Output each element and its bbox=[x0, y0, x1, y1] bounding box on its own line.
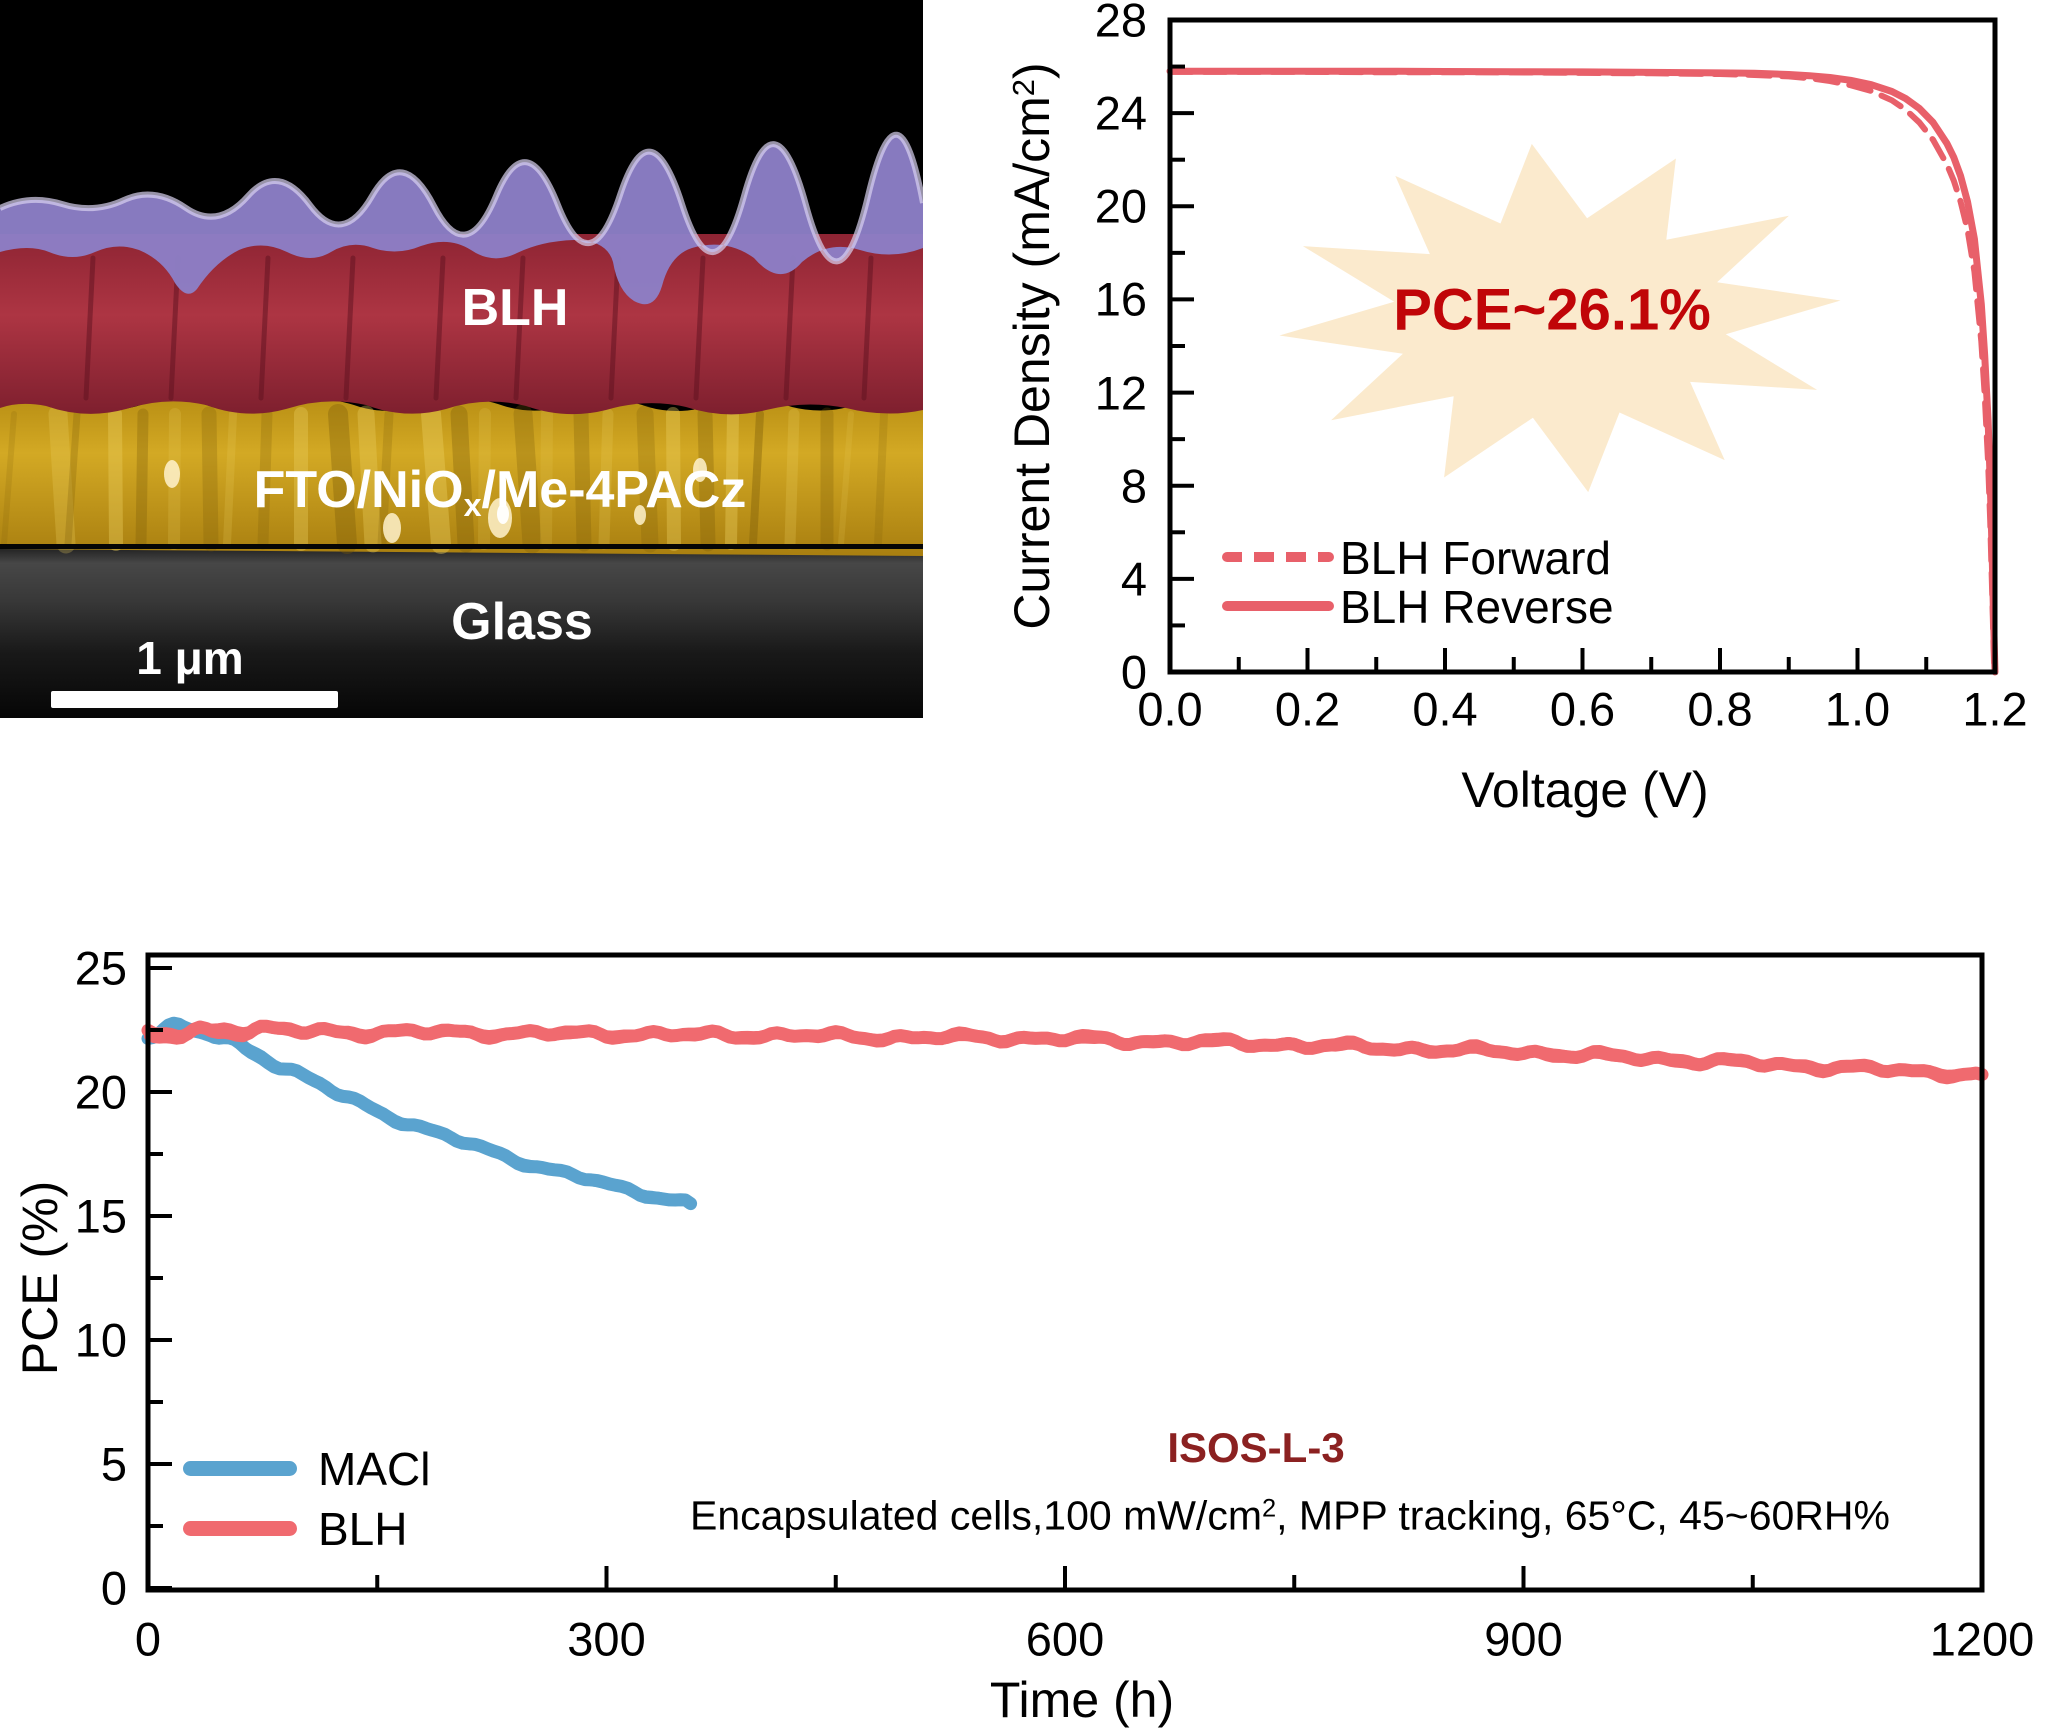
sem-label-blh: BLH bbox=[461, 279, 569, 337]
sem-label-stack: FTO/NiOx/Me-4PACz bbox=[253, 461, 747, 521]
sem-glass-divider bbox=[0, 544, 923, 549]
sem-glass-layer bbox=[0, 546, 923, 718]
tick-label: 900 bbox=[1484, 1612, 1563, 1666]
sem-label-glass: Glass bbox=[451, 593, 593, 651]
stack-subscript: x bbox=[463, 487, 482, 524]
pce-annotation: PCE~26.1% bbox=[1393, 277, 1711, 343]
tick-label: 0 bbox=[1120, 645, 1147, 699]
scale-bar bbox=[51, 691, 338, 708]
jv-legend-forward-label: BLH Forward bbox=[1340, 532, 1611, 584]
stability-legend-macl-label: MACl bbox=[318, 1443, 431, 1495]
tick-label: 12 bbox=[1094, 366, 1147, 420]
tick-label: 1.2 bbox=[1962, 682, 2028, 736]
stability-y-axis-title: PCE (%) bbox=[12, 1180, 68, 1376]
jv-legend-reverse-label: BLH Reverse bbox=[1340, 581, 1614, 633]
starburst-shape bbox=[1279, 143, 1841, 493]
tick-label: 24 bbox=[1094, 86, 1147, 140]
tick-label: 20 bbox=[74, 1065, 127, 1119]
sem-cross-section-image bbox=[0, 0, 923, 718]
tick-label: 1200 bbox=[1929, 1612, 2035, 1666]
stability-legend-macl-swatch bbox=[183, 1461, 297, 1476]
tick-label: 1.0 bbox=[1824, 682, 1891, 736]
tick-label: 8 bbox=[1120, 459, 1147, 513]
jv-legend-dashed-swatch bbox=[1222, 552, 1334, 562]
scale-bar-label: 1 μm bbox=[136, 632, 244, 684]
tick-label: 0.2 bbox=[1274, 682, 1341, 736]
conditions-annotation: Encapsulated cells,100 mW/cm2, MPP track… bbox=[690, 1492, 1890, 1539]
isos-annotation: ISOS-L-3 bbox=[1167, 1424, 1345, 1471]
tick-label: 0 bbox=[100, 1561, 127, 1615]
tick-label: 4 bbox=[1120, 552, 1147, 606]
sem-electrode-layer bbox=[0, 397, 923, 556]
sem-absorber-layer bbox=[0, 234, 923, 415]
stability-x-axis-title: Time (h) bbox=[989, 1672, 1175, 1728]
series-BLH Reverse bbox=[1166, 67, 1999, 676]
tick-label: 15 bbox=[74, 1189, 127, 1243]
tick-label: 20 bbox=[1094, 179, 1147, 233]
tick-label: 0.8 bbox=[1687, 682, 1753, 736]
tick-label: 0.0 bbox=[1137, 682, 1203, 736]
tick-label: 300 bbox=[567, 1612, 646, 1666]
tick-label: 0.6 bbox=[1549, 682, 1616, 736]
stability-legend-blh-label: BLH bbox=[318, 1503, 408, 1555]
plot-frame bbox=[1167, 17, 1998, 675]
sem-top-layer-rim bbox=[0, 131, 923, 265]
sem-electrode-texture bbox=[1, 404, 888, 554]
tick-label: 25 bbox=[74, 941, 127, 995]
tick-label: 0 bbox=[134, 1612, 162, 1666]
plot-frame bbox=[145, 952, 1985, 1593]
series-MACl bbox=[141, 1016, 698, 1211]
jv-x-axis-title: Voltage (V) bbox=[1461, 762, 1709, 818]
series-BLH-noise bbox=[144, 1022, 1986, 1079]
stability-legend-blh-swatch bbox=[183, 1521, 297, 1536]
stack-prefix: FTO/NiO bbox=[253, 461, 464, 519]
tick-label: 0.4 bbox=[1412, 682, 1478, 736]
tick-label: 600 bbox=[1025, 1612, 1105, 1666]
tick-label: 16 bbox=[1094, 272, 1147, 326]
tick-label: 10 bbox=[74, 1313, 127, 1367]
jv-legend-solid-swatch bbox=[1222, 601, 1334, 611]
stack-suffix: /Me-4PACz bbox=[481, 461, 747, 519]
tick-label: 5 bbox=[100, 1437, 127, 1491]
tick-label: 28 bbox=[1094, 0, 1147, 47]
